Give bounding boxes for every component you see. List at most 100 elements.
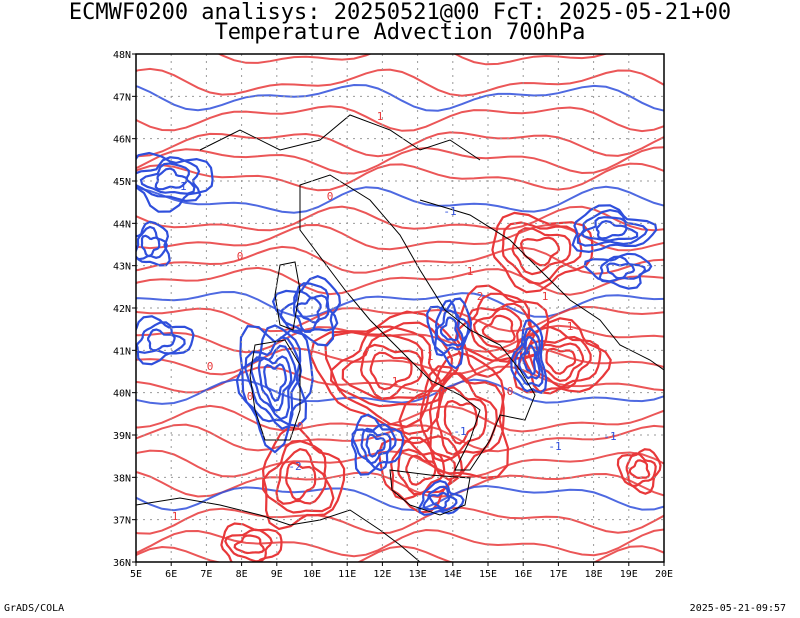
contour-line bbox=[250, 344, 298, 421]
lon-label: 7E bbox=[200, 569, 212, 580]
lat-label: 37N bbox=[113, 516, 131, 527]
contour-line bbox=[136, 528, 664, 558]
contour-line bbox=[136, 378, 664, 405]
lon-label: 13E bbox=[409, 569, 427, 580]
contour-line bbox=[136, 185, 664, 214]
contour-line bbox=[146, 328, 176, 352]
contour-line bbox=[443, 399, 478, 445]
contour-line bbox=[419, 365, 505, 481]
contour-layer bbox=[136, 54, 664, 562]
contour-line bbox=[275, 448, 328, 505]
axis-label-layer: 48N 47N 46N 45N 44N 43N 42N 41N 40N 39N 38N 37N 36N5… bbox=[113, 50, 673, 580]
contour-line bbox=[418, 479, 465, 516]
lon-label: 5E bbox=[130, 569, 142, 580]
contour-line bbox=[136, 146, 664, 175]
contour-label: 0 bbox=[247, 390, 254, 403]
coastline-path bbox=[136, 497, 421, 562]
contour-line bbox=[136, 266, 664, 296]
contour-line bbox=[136, 506, 664, 535]
contour-line bbox=[136, 54, 609, 66]
contour-line bbox=[136, 105, 664, 133]
lon-label: 16E bbox=[514, 569, 532, 580]
lat-label: 40N bbox=[113, 389, 131, 400]
contour-label: -1 bbox=[443, 205, 456, 218]
lat-label: 46N bbox=[113, 135, 131, 146]
contour-line bbox=[616, 448, 662, 495]
lon-label: 20E bbox=[655, 569, 673, 580]
lon-label: 14E bbox=[444, 569, 462, 580]
contour-line bbox=[295, 296, 322, 324]
footer-timestamp: 2025-05-21-09:57 bbox=[689, 603, 786, 614]
contour-line bbox=[350, 413, 405, 476]
contour-line bbox=[136, 404, 664, 433]
contour-line bbox=[224, 528, 273, 562]
contour-line bbox=[136, 545, 664, 562]
map-subtitle: Temperature Advection 700hPa bbox=[214, 20, 586, 45]
contour-line bbox=[351, 423, 397, 472]
contour-label: -1 bbox=[453, 425, 466, 438]
contour-line bbox=[580, 216, 639, 242]
contour-line bbox=[136, 83, 664, 112]
contour-line bbox=[136, 151, 214, 213]
contour-line bbox=[136, 205, 664, 232]
contour-label: 1 bbox=[377, 110, 384, 123]
contour-label: 1 bbox=[172, 510, 179, 523]
lon-label: 9E bbox=[271, 569, 283, 580]
contour-line bbox=[136, 484, 664, 512]
lon-label: 19E bbox=[620, 569, 638, 580]
contour-label: 0 bbox=[237, 250, 244, 263]
contour-label: 0 bbox=[207, 360, 214, 373]
contour-line bbox=[422, 485, 458, 512]
lat-label: 47N bbox=[113, 92, 131, 103]
footer-software: GrADS/COLA bbox=[4, 603, 65, 614]
contour-line bbox=[136, 365, 664, 394]
contour-line bbox=[136, 220, 171, 267]
contour-line bbox=[472, 307, 523, 353]
lat-label: 45N bbox=[113, 177, 131, 188]
contour-label: 1 bbox=[427, 350, 434, 363]
coastline-path bbox=[299, 174, 536, 471]
contour-line bbox=[263, 363, 288, 402]
contour-line bbox=[233, 534, 266, 555]
lon-label: 6E bbox=[165, 569, 177, 580]
contour-line bbox=[576, 208, 649, 247]
contour-line bbox=[136, 131, 664, 158]
lon-label: 15E bbox=[479, 569, 497, 580]
lat-label: 44N bbox=[113, 219, 131, 230]
contour-line bbox=[329, 325, 445, 408]
contour-label: 1 bbox=[392, 375, 399, 388]
lon-label: 12E bbox=[373, 569, 391, 580]
contour-line bbox=[513, 317, 612, 394]
lat-label: 43N bbox=[113, 262, 131, 273]
contour-line bbox=[428, 491, 451, 510]
coastline-layer bbox=[136, 114, 664, 562]
map-title: ECMWF0200 analisys: 20250521@00 FcT: 202… bbox=[68, 0, 732, 25]
lon-label: 11E bbox=[338, 569, 356, 580]
contour-line bbox=[341, 334, 434, 401]
contour-line bbox=[501, 221, 583, 285]
contour-line bbox=[139, 162, 196, 195]
contour-line bbox=[598, 255, 647, 283]
contour-line bbox=[606, 262, 636, 280]
lat-label: 42N bbox=[113, 304, 131, 315]
contour-line bbox=[510, 318, 548, 395]
contour-line bbox=[545, 347, 577, 375]
contour-line bbox=[285, 461, 317, 501]
contour-line bbox=[235, 324, 308, 428]
contour-line bbox=[583, 252, 653, 290]
contour-line bbox=[491, 211, 594, 294]
lat-label: 39N bbox=[113, 431, 131, 442]
contour-line bbox=[279, 282, 339, 333]
contour-label: -1 bbox=[548, 440, 561, 453]
contour-label: 1 bbox=[567, 320, 574, 333]
contour-label: 0 bbox=[507, 385, 514, 398]
contour-line bbox=[397, 448, 446, 496]
contour-line bbox=[527, 335, 592, 389]
contour-line bbox=[136, 67, 664, 97]
lat-label: 36N bbox=[113, 558, 131, 569]
contour-line bbox=[136, 471, 664, 499]
contour-line bbox=[522, 344, 537, 376]
lon-label: 17E bbox=[549, 569, 567, 580]
